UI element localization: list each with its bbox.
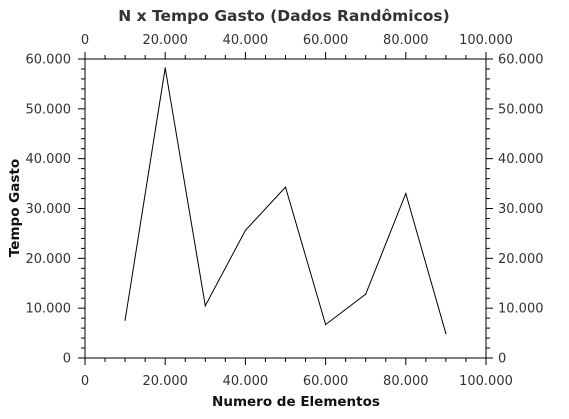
x-tick-label-top: 20.000 [142,33,188,48]
y-tick-label: 10.000 [26,302,72,317]
axis-ticks [78,52,493,365]
y-tick-label: 0 [63,352,71,367]
y-tick-label-right: 20.000 [498,252,544,267]
y-tick-label-right: 60.000 [498,53,544,68]
data-point [325,324,327,326]
y-axis-title: Tempo Gasto [7,159,23,257]
data-point [445,332,447,335]
x-tick-label-top: 0 [81,33,89,48]
series-line [124,67,447,334]
y-tick-label-right: 50.000 [498,102,544,117]
data-point [244,229,246,232]
x-tick-label-top: 80.000 [383,33,429,48]
y-tick-label: 60.000 [26,53,72,68]
x-tick-label: 20.000 [142,374,188,389]
y-tick-label-right: 30.000 [498,202,544,217]
plot-frame [84,58,487,359]
y-tick-label-right: 0 [498,352,506,367]
x-tick-label: 0 [81,374,89,389]
x-tick-label: 40.000 [223,374,269,389]
x-tick-label-top: 40.000 [223,33,269,48]
y-tick-label: 20.000 [26,252,72,267]
y-tick-label: 40.000 [26,152,72,167]
axis-tick-labels: 0020.00020.00040.00040.00060.00060.00080… [26,33,544,389]
data-point [164,67,166,69]
x-tick-label: 60.000 [303,374,349,389]
data-point [204,305,206,307]
x-tick-label: 80.000 [383,374,429,389]
data-points [124,67,447,335]
data-point [284,186,287,188]
data-point [365,293,367,295]
y-tick-label-right: 10.000 [498,302,544,317]
chart-title: N x Tempo Gasto (Dados Randômicos) [118,7,450,25]
data-point [124,319,126,321]
x-tick-label: 100.000 [459,374,513,389]
x-tick-label-top: 60.000 [303,33,349,48]
y-tick-label-right: 40.000 [498,152,544,167]
x-axis-title: Numero de Elementos [212,394,380,410]
y-tick-label: 50.000 [26,102,72,117]
data-point [405,192,407,195]
x-tick-label-top: 100.000 [459,33,513,48]
y-tick-label: 30.000 [26,202,72,217]
